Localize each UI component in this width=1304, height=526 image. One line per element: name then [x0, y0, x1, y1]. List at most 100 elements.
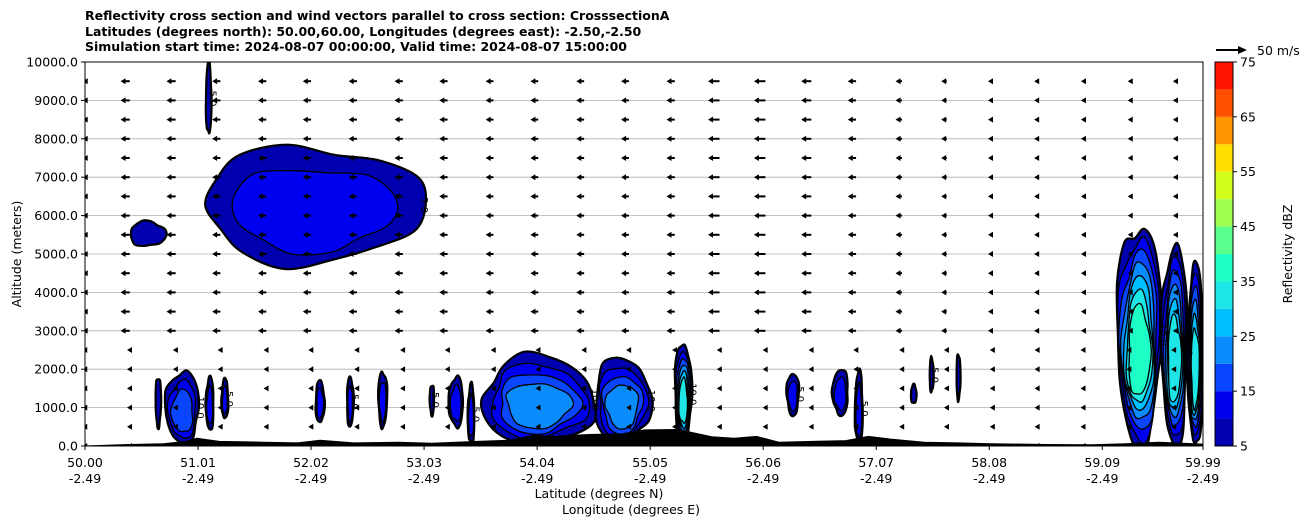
wind-vector-head [941, 97, 947, 104]
wind-vector-head [263, 385, 269, 392]
wind-vector-head [988, 289, 994, 296]
wind-vector-head [626, 366, 632, 373]
wind-vector-head [258, 155, 264, 161]
wind-vector-head [120, 116, 126, 123]
wind-vector-head [853, 443, 859, 446]
wind-vector [1126, 443, 1132, 446]
colorbar [1214, 61, 1234, 447]
wind-vector [1127, 135, 1133, 142]
wind-vector [348, 289, 357, 296]
wind-vector-head [847, 270, 853, 277]
wind-vector-head [753, 308, 759, 315]
wind-vector [120, 174, 130, 181]
wind-vector-head [1034, 366, 1040, 373]
wind-vector [666, 174, 675, 181]
wind-vector-head [941, 231, 947, 238]
wind-vector [258, 135, 267, 142]
wind-vector [439, 308, 448, 315]
wind-vector-head [85, 270, 88, 277]
wind-vector [530, 251, 539, 257]
wind-vector [120, 327, 130, 334]
wind-vector-head [258, 174, 264, 181]
wind-vector-head [530, 231, 536, 238]
wind-vector [753, 327, 766, 334]
wind-vector [1127, 308, 1133, 315]
wind-vector [258, 155, 267, 161]
wind-vector-head [490, 366, 496, 373]
wind-vector-head [941, 270, 947, 277]
reflectivity-contour [909, 382, 918, 405]
wind-vector-head [666, 270, 672, 277]
wind-vector [626, 366, 632, 373]
wind-vector [1080, 251, 1086, 257]
wind-vector [899, 385, 905, 392]
wind-vector [166, 135, 176, 142]
wind-vector [1172, 116, 1178, 123]
wind-vector-head [801, 155, 807, 161]
wind-vector [172, 404, 178, 411]
wind-vector-head [1080, 97, 1086, 104]
wind-vector [801, 78, 812, 85]
wind-vector [899, 347, 905, 353]
wind-vector [1080, 327, 1086, 334]
wind-vector [621, 270, 629, 277]
wind-vector [801, 116, 812, 123]
wind-vector [708, 116, 720, 123]
wind-vector-head [753, 231, 759, 238]
wind-vector-head [354, 443, 360, 446]
wind-vector-head [762, 443, 768, 446]
wind-vector-head [666, 155, 672, 161]
wind-vector-head [989, 347, 995, 353]
wind-vector-head [1172, 116, 1178, 123]
wind-vector [1034, 443, 1040, 446]
wind-vector-head [576, 270, 582, 277]
colorbar-tick-label: 65 [1240, 109, 1256, 124]
wind-vector-head [801, 97, 807, 104]
wind-vector-head [753, 78, 759, 85]
wind-vector-head [485, 97, 491, 104]
wind-vector-head [439, 97, 445, 104]
wind-vector-head [485, 231, 491, 238]
reflectivity-contour [928, 354, 935, 394]
wind-vector [576, 174, 585, 181]
colorbar-frame [1214, 61, 1234, 447]
wind-vector [1126, 423, 1132, 430]
x-axis-ticks: 50.00-2.4951.01-2.4952.02-2.4953.03-2.49… [67, 446, 1221, 486]
wind-vector [212, 212, 221, 219]
wind-vector-head [576, 78, 582, 85]
wind-vector [1127, 327, 1133, 334]
y-tick-label: 0.0 [58, 439, 78, 454]
wind-vector-head [400, 366, 406, 373]
x-tick-label-lat: 52.02 [293, 455, 329, 470]
wind-vector [1034, 347, 1040, 353]
colorbar-segment [1215, 144, 1233, 172]
wind-vector-head [753, 251, 759, 257]
wind-vector-head [1034, 251, 1040, 257]
wind-vector-head [1080, 174, 1086, 181]
wind-vectors [85, 78, 1178, 446]
wind-vector [354, 423, 360, 430]
wind-vector [354, 385, 360, 392]
wind-vector [263, 443, 269, 446]
wind-vector-head [166, 174, 172, 181]
wind-vector-head [621, 289, 627, 296]
wind-vector-head [895, 308, 901, 315]
wind-vector-head [801, 212, 807, 219]
wind-vector [666, 155, 675, 161]
wind-vector [621, 116, 629, 123]
wind-vector [988, 289, 994, 296]
wind-vector-head [847, 135, 853, 142]
wind-vector-head [801, 135, 807, 142]
wind-vector [217, 404, 223, 411]
wind-vector-head [439, 289, 445, 296]
x-tick-label-lon: -2.49 [973, 471, 1005, 486]
wind-vector-head [1080, 404, 1086, 411]
wind-vector-head [581, 443, 587, 446]
wind-vector-head [1127, 155, 1133, 161]
wind-vector [708, 289, 720, 296]
wind-vector [258, 174, 267, 181]
wind-vector-head [120, 231, 126, 238]
wind-vector-head [1080, 308, 1086, 315]
wind-vector-head [302, 78, 308, 85]
wind-vector [672, 347, 678, 353]
